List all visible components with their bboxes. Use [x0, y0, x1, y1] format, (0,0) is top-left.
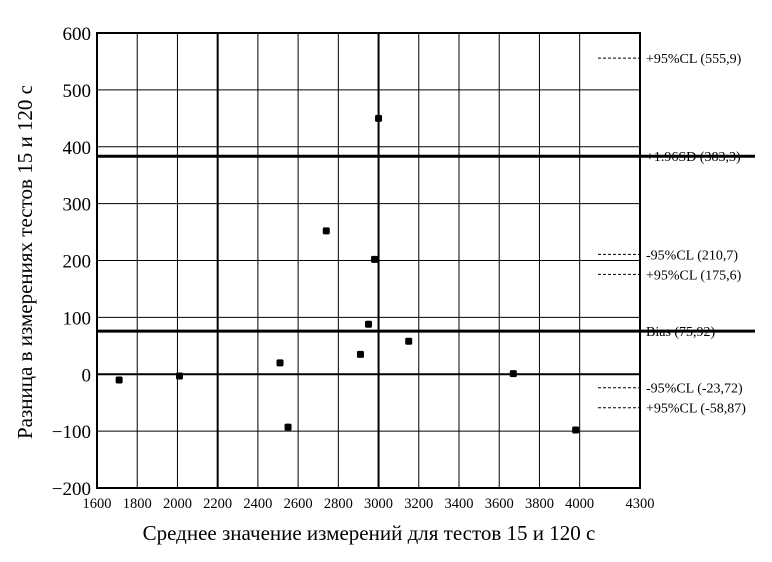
x-tick-label: 3400	[445, 496, 474, 512]
data-point	[356, 350, 364, 358]
data-point	[284, 423, 292, 431]
x-tick-label: 2200	[203, 496, 232, 512]
data-point	[405, 337, 413, 345]
data-point	[572, 426, 580, 434]
annotations: +1.96SD (383,3) Bias (75,92) +95%CL (555,9…	[646, 52, 746, 417]
x-tick-label: 2600	[284, 496, 313, 512]
y-tick-label: 0	[82, 365, 92, 386]
y-tick-label: 500	[63, 81, 92, 102]
x-tick-label: 2400	[243, 496, 272, 512]
ci-label: +95%CL (555,9)	[646, 52, 742, 67]
ci-label: +95%CL (-58,87)	[646, 402, 746, 417]
y-tick-label: −100	[52, 422, 91, 443]
y-tick-label: 400	[63, 138, 92, 159]
ci-label: +95%CL (175,6)	[646, 268, 742, 283]
x-tick-label: 4300	[626, 496, 655, 512]
grid	[97, 33, 640, 488]
x-tick-label: 3200	[404, 496, 433, 512]
y-tick-label: −200	[52, 479, 91, 500]
data-point	[322, 227, 330, 235]
plot-frame	[96, 32, 641, 489]
reference-line-label: Bias (75,92)	[646, 325, 716, 340]
x-tick-label: 1600	[83, 496, 112, 512]
plot-border	[96, 32, 641, 489]
reference-line-label: +1.96SD (383,3)	[646, 150, 741, 165]
x-axis-title: Среднее значение измерений для тестов 15…	[143, 521, 596, 545]
y-axis-title: Разница в измерениях тестов 15 и 120 с	[13, 85, 37, 439]
ci-label: -95%CL (-23,72)	[646, 382, 743, 397]
x-tick-label: 1800	[123, 496, 152, 512]
data-points	[115, 114, 580, 434]
x-tick-label: 3000	[364, 496, 393, 512]
data-point	[276, 359, 284, 367]
x-tick-label: 2800	[324, 496, 353, 512]
y-tick-label: 600	[63, 24, 92, 45]
data-point	[375, 114, 383, 122]
data-point	[115, 376, 123, 384]
x-tick-label: 3600	[485, 496, 514, 512]
data-point	[509, 370, 517, 378]
x-tick-label: 2000	[163, 496, 192, 512]
y-tick-label: 100	[63, 308, 92, 329]
x-tick-label: 3800	[525, 496, 554, 512]
data-point	[175, 372, 183, 380]
y-tick-label: 200	[63, 252, 92, 273]
y-tick-label: 300	[63, 195, 92, 216]
x-tick-label: 4000	[565, 496, 594, 512]
tick-labels: 1600 1800 2000 2200 2400 2600 2800 3000 3200 3400…	[52, 24, 655, 512]
data-point	[371, 255, 379, 263]
reference-lines	[97, 57, 755, 409]
ci-label: -95%CL (210,7)	[646, 248, 738, 263]
data-point	[365, 320, 372, 328]
